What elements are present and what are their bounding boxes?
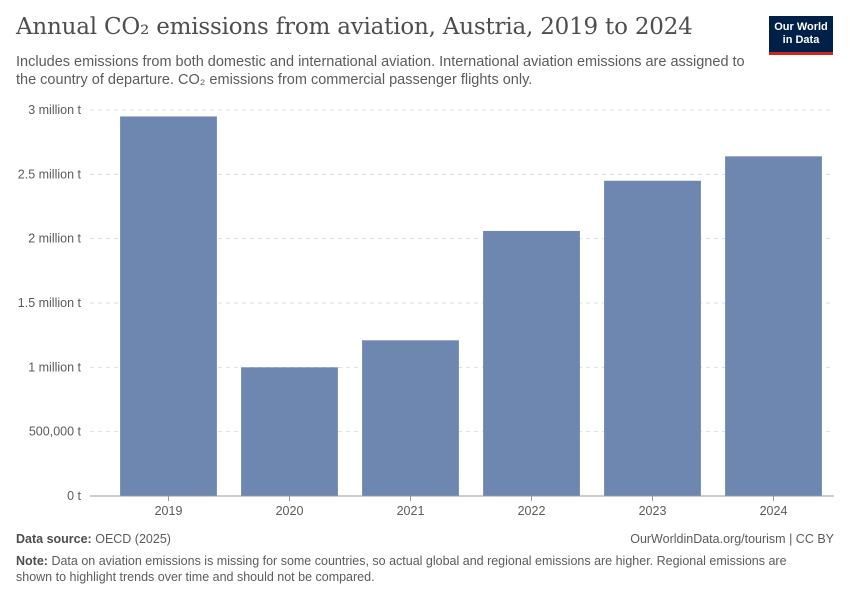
y-tick-label: 0 t bbox=[67, 489, 81, 503]
logo-line-2: in Data bbox=[782, 34, 820, 46]
bar[interactable] bbox=[483, 230, 580, 497]
bar[interactable] bbox=[362, 340, 459, 496]
note-text: Data on aviation emissions is missing fo… bbox=[16, 554, 787, 584]
data-source-link[interactable]: OECD (2025) bbox=[95, 532, 171, 546]
bar-chart: 0 t 500,000 t 1 million t 1.5 million t 2 mi… bbox=[18, 103, 834, 518]
logo-line-1: Our World bbox=[774, 21, 828, 33]
bar[interactable] bbox=[604, 180, 701, 496]
chart-title: Annual CO₂ emissions from aviation, Aust… bbox=[16, 14, 693, 40]
x-tick-label: 2024 bbox=[760, 504, 788, 518]
bar[interactable] bbox=[241, 367, 338, 496]
data-source-label: Data source: bbox=[16, 532, 92, 546]
bar[interactable] bbox=[725, 156, 822, 496]
x-tick-label: 2021 bbox=[397, 504, 425, 518]
chart-subtitle: Includes emissions from both domestic an… bbox=[16, 54, 745, 88]
y-tick-label: 500,000 t bbox=[29, 425, 82, 439]
bar[interactable] bbox=[120, 116, 217, 496]
x-tick-label: 2019 bbox=[155, 504, 183, 518]
note-label: Note: bbox=[16, 554, 48, 568]
x-tick-label: 2022 bbox=[518, 504, 546, 518]
y-tick-label: 2.5 million t bbox=[18, 167, 82, 181]
owid-logo[interactable]: Our World in Data bbox=[769, 16, 833, 55]
y-tick-label: 1 million t bbox=[28, 360, 81, 374]
y-tick-label: 1.5 million t bbox=[18, 296, 82, 310]
chart-note: Note: Data on aviation emissions is miss… bbox=[16, 553, 816, 585]
y-tick-label: 3 million t bbox=[28, 103, 81, 117]
y-tick-label: 2 million t bbox=[28, 232, 81, 246]
data-source: Data source: OECD (2025) bbox=[16, 532, 171, 546]
x-tick-label: 2020 bbox=[276, 504, 304, 518]
credit-link[interactable]: OurWorldinData.org/tourism | CC BY bbox=[630, 532, 834, 546]
x-tick-label: 2023 bbox=[639, 504, 667, 518]
